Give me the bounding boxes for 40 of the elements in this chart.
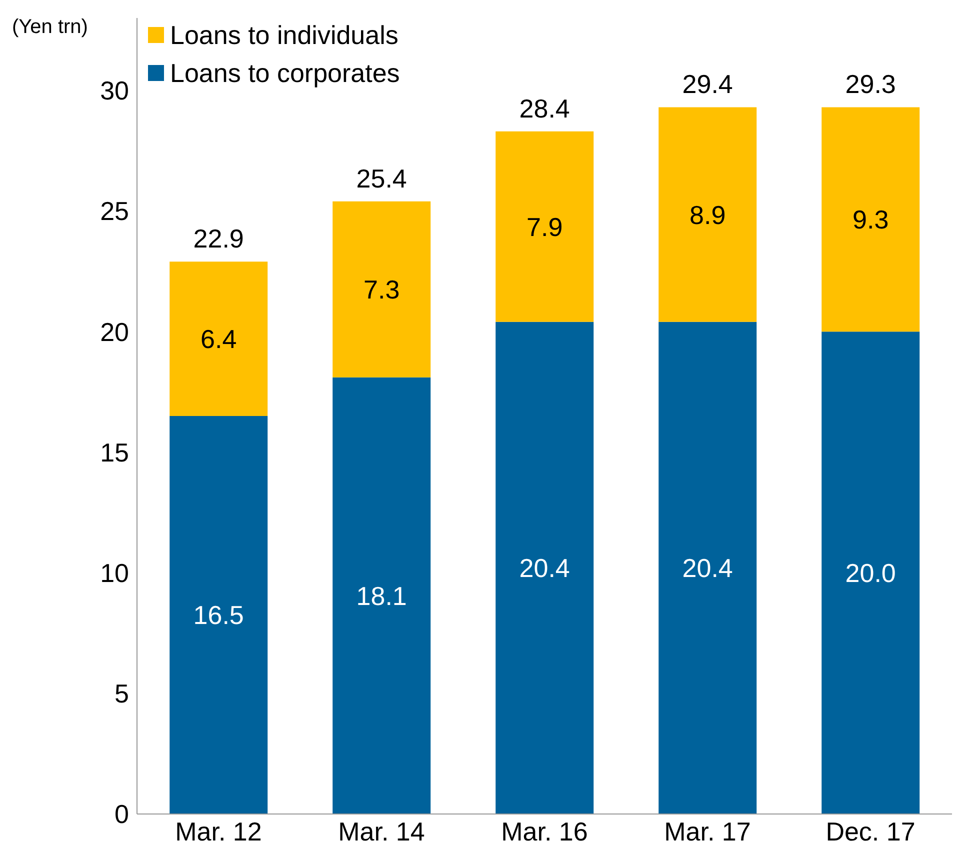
total-label: 29.4 <box>682 69 733 100</box>
bar <box>170 262 268 416</box>
y-tick-label: 0 <box>114 799 129 830</box>
bar <box>332 201 431 378</box>
total-label: 22.9 <box>193 224 244 254</box>
bar <box>332 377 431 814</box>
y-tick-label: 15 <box>100 437 129 468</box>
bar <box>658 107 757 322</box>
x-tick-label: Dec. 17 <box>826 816 916 846</box>
y-tick-label: 30 <box>100 76 129 106</box>
data-label: 6.4 <box>200 324 237 354</box>
bar <box>496 322 594 814</box>
total-label: 28.4 <box>519 93 570 124</box>
data-label: 9.3 <box>852 204 889 235</box>
bar <box>170 416 268 814</box>
data-label: 7.9 <box>526 212 563 242</box>
bar <box>496 131 594 322</box>
data-label: 20.4 <box>682 553 733 584</box>
y-tick-label: 10 <box>100 558 129 588</box>
x-tick-label: Mar. 12 <box>175 816 262 846</box>
legend-label: Loans to corporates <box>170 58 400 88</box>
y-axis-title: (Yen trn) <box>12 16 88 39</box>
data-label: 18.1 <box>356 580 407 611</box>
bar <box>822 107 920 332</box>
y-tick-label: 25 <box>100 196 129 226</box>
total-label: 25.4 <box>356 163 407 194</box>
bar <box>822 332 920 814</box>
data-label: 7.3 <box>364 274 400 305</box>
y-tick-label: 20 <box>100 316 129 347</box>
x-tick-label: Mar. 14 <box>338 816 425 846</box>
total-label: 29.3 <box>845 69 896 100</box>
data-label: 8.9 <box>690 200 726 230</box>
legend-label: Loans to individuals <box>170 20 398 50</box>
data-label: 16.5 <box>193 600 244 630</box>
x-tick-label: Mar. 16 <box>501 816 588 846</box>
x-tick-label: Mar. 17 <box>664 816 751 846</box>
data-label: 20.0 <box>845 558 896 588</box>
bar <box>658 322 757 814</box>
y-tick-label: 5 <box>114 678 129 709</box>
data-label: 20.4 <box>519 553 570 584</box>
